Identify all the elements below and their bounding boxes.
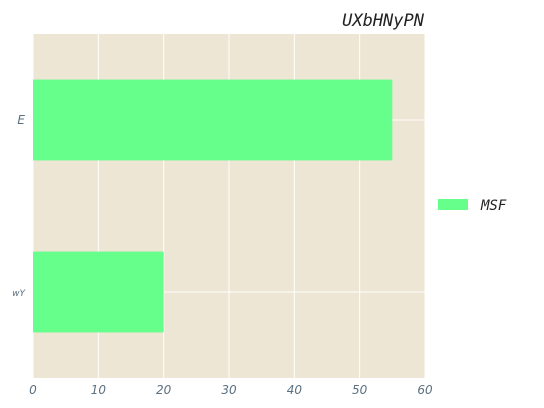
x-tick-label: 20 [156, 383, 172, 397]
x-tick-label: 60 [417, 383, 433, 397]
x-tick-label: 50 [352, 383, 368, 397]
bar-wy [33, 251, 164, 333]
x-tick-label: 30 [221, 383, 237, 397]
chart-title: UXbHNyPN [342, 11, 425, 31]
y-tick-label: wY [12, 289, 26, 299]
x-axis-ticks: 0 10 20 30 40 50 60 [29, 383, 433, 397]
x-tick-label: 40 [287, 383, 303, 397]
bar-e [33, 79, 393, 161]
legend: MSF [438, 198, 507, 214]
legend-swatch-msf [438, 199, 468, 210]
legend-label-msf: MSF [480, 198, 507, 214]
x-tick-label: 0 [29, 383, 37, 397]
bars [33, 79, 393, 333]
y-tick-label: E [17, 113, 25, 127]
y-axis-ticks: EwY [12, 113, 26, 299]
x-tick-label: 10 [91, 383, 107, 397]
